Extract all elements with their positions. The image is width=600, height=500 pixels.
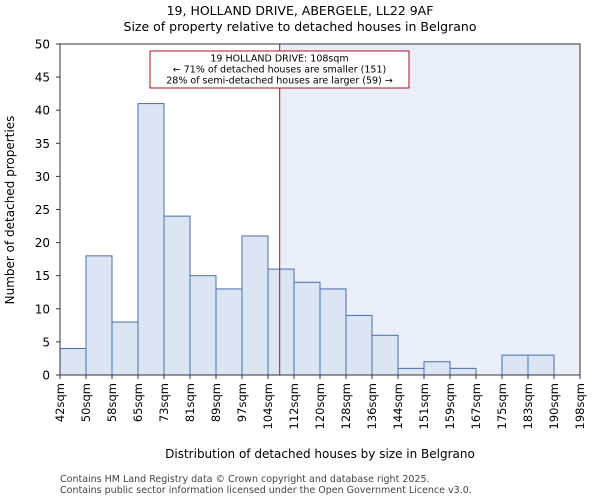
y-tick-label: 50 — [35, 38, 50, 52]
chart-title-line1: 19, HOLLAND DRIVE, ABERGELE, LL22 9AF — [167, 3, 434, 18]
x-tick-label: 159sqm — [443, 383, 457, 429]
x-tick-label: 97sqm — [235, 383, 249, 422]
y-tick-label: 40 — [35, 104, 50, 118]
histogram-bar — [59, 348, 87, 376]
x-tick-label: 167sqm — [469, 383, 483, 429]
x-tick-label: 112sqm — [287, 383, 301, 429]
histogram-bar — [137, 103, 165, 376]
y-tick-label: 15 — [35, 269, 50, 283]
histogram-bar — [215, 288, 243, 376]
annotation-smaller-label: ← 71% of detached houses are smaller (15… — [173, 65, 386, 76]
y-tick-label: 20 — [35, 236, 50, 250]
x-tick-label: 151sqm — [417, 383, 431, 429]
histogram-bar — [163, 215, 191, 376]
y-tick-label: 5 — [42, 335, 50, 349]
x-tick-label: 198sqm — [573, 383, 587, 429]
y-tick-label: 10 — [35, 302, 50, 316]
x-axis-label: Distribution of detached houses by size … — [165, 447, 475, 461]
x-tick-label: 128sqm — [339, 383, 353, 429]
annotation-box — [149, 50, 410, 89]
x-tick-label: 175sqm — [495, 383, 509, 429]
annotation-property-label: 19 HOLLAND DRIVE: 108sqm — [210, 54, 348, 65]
y-tick-label: 0 — [42, 369, 50, 383]
histogram-bar — [397, 367, 425, 376]
histogram-bar — [501, 354, 529, 376]
x-tick-label: 104sqm — [261, 383, 275, 429]
x-tick-label: 73sqm — [157, 383, 171, 422]
histogram-bar — [371, 334, 399, 376]
x-tick-label: 81sqm — [183, 383, 197, 422]
y-axis-label: Number of detached properties — [3, 116, 17, 305]
plot-area-frame — [59, 43, 581, 376]
y-tick-label: 30 — [35, 170, 50, 184]
histogram-bar — [85, 255, 113, 376]
y-tick-label: 35 — [35, 137, 50, 151]
x-tick-label: 120sqm — [313, 383, 327, 429]
histogram-bar — [527, 354, 555, 376]
chart-title-line2: Size of property relative to detached ho… — [124, 19, 477, 34]
x-tick-label: 144sqm — [391, 383, 405, 429]
x-tick-label: 89sqm — [209, 383, 223, 422]
x-tick-label: 42sqm — [53, 383, 67, 422]
x-tick-label: 190sqm — [547, 383, 561, 429]
y-tick-label: 25 — [35, 203, 50, 217]
x-tick-label: 65sqm — [131, 383, 145, 422]
x-tick-label: 183sqm — [521, 383, 535, 429]
histogram-bar — [111, 321, 139, 376]
footer-licence: Contains public sector information licen… — [60, 485, 472, 496]
histogram-bar — [449, 367, 477, 376]
x-tick-label: 58sqm — [105, 383, 119, 422]
annotation-larger-label: 28% of semi-detached houses are larger (… — [166, 76, 393, 87]
histogram-bar — [345, 314, 373, 376]
footer-copyright: Contains HM Land Registry data © Crown c… — [60, 474, 430, 485]
histogram-bar — [189, 275, 217, 376]
histogram-bar — [319, 288, 347, 376]
histogram-bar — [241, 235, 269, 376]
y-tick-label: 45 — [35, 71, 50, 85]
x-tick-label: 136sqm — [365, 383, 379, 429]
x-tick-label: 50sqm — [79, 383, 93, 422]
histogram-bar — [423, 361, 451, 376]
histogram-bar — [293, 281, 321, 376]
histogram-bar — [267, 268, 295, 376]
